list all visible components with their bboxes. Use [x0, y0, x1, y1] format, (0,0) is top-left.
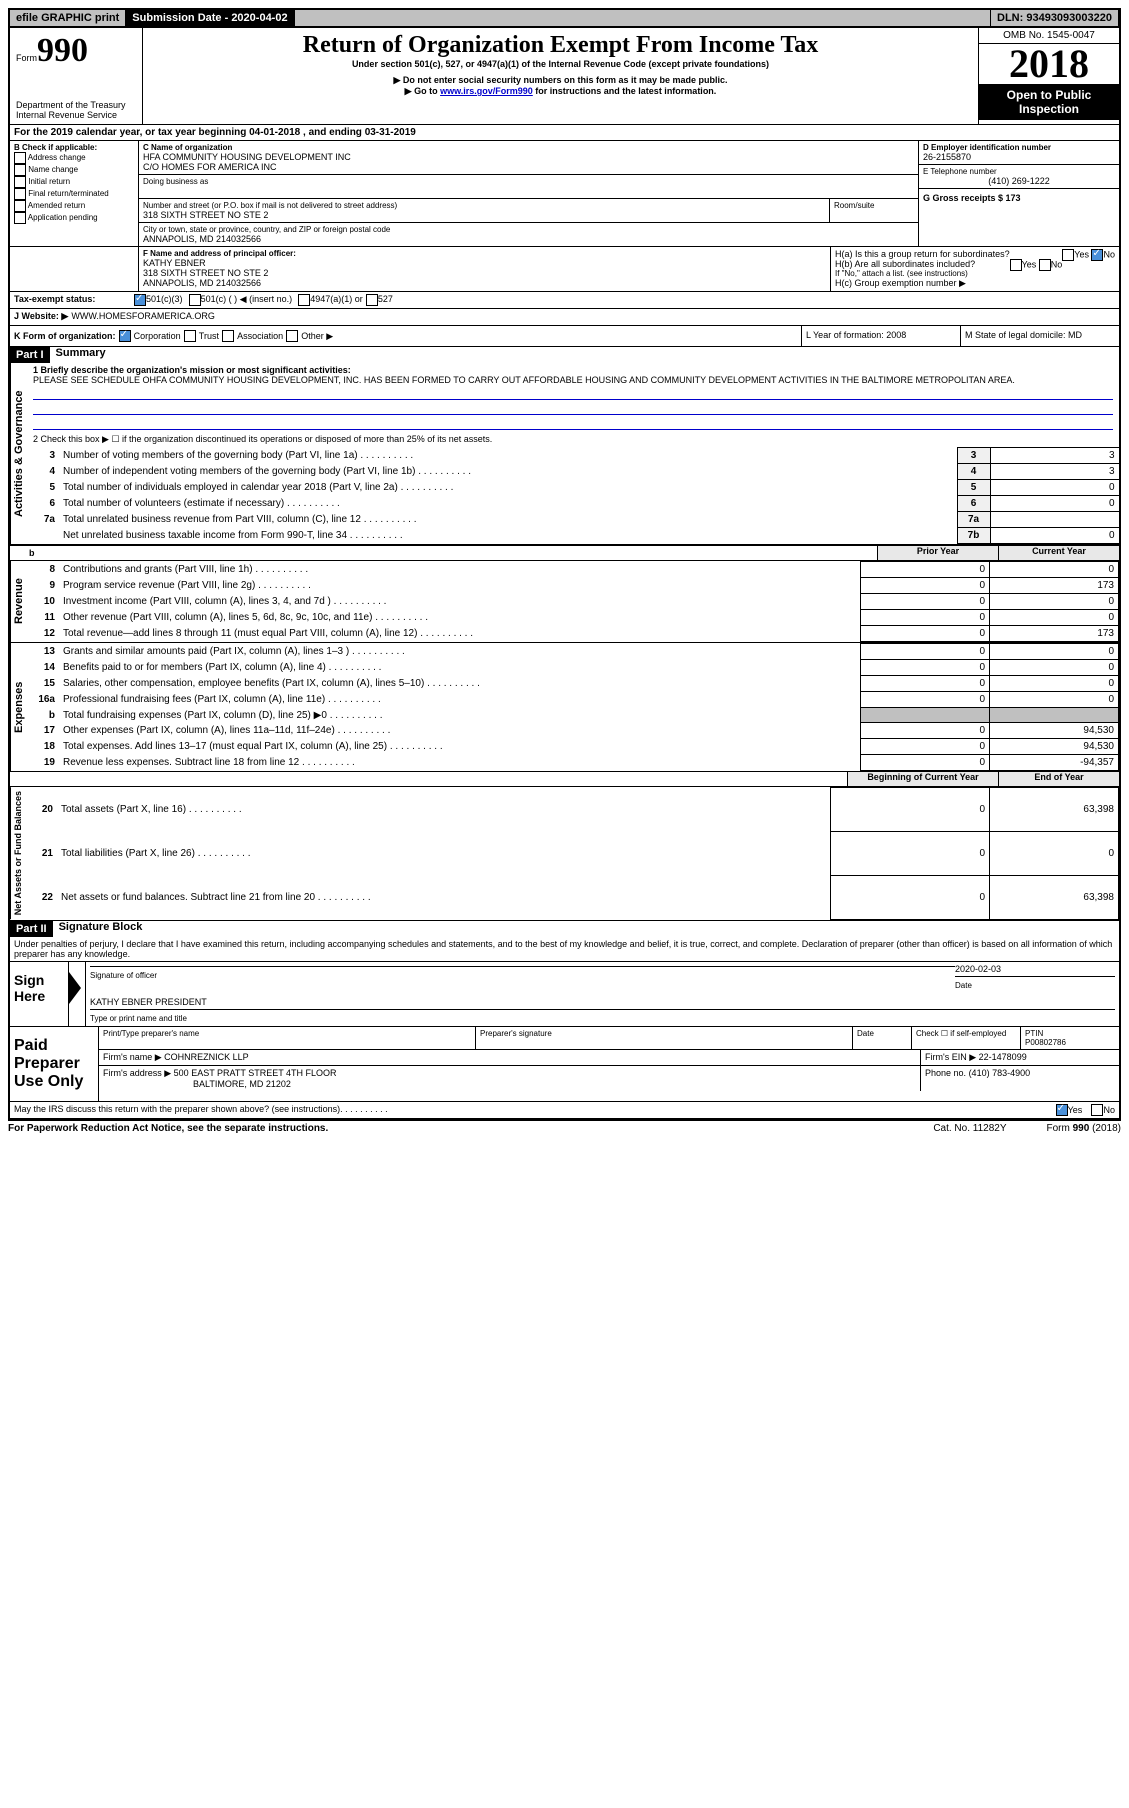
box-c: C Name of organization HFA COMMUNITY HOU…	[139, 141, 919, 246]
table-row: 16a Professional fundraising fees (Part …	[27, 692, 1119, 708]
cat-no: Cat. No. 11282Y	[933, 1123, 1006, 1134]
form-container: efile GRAPHIC print Submission Date - 20…	[8, 8, 1121, 1121]
dln: DLN: 93493093003220	[991, 10, 1119, 26]
perjury-declaration: Under penalties of perjury, I declare th…	[10, 937, 1119, 962]
box-deg: D Employer identification number 26-2155…	[919, 141, 1119, 246]
efile-label: efile GRAPHIC print	[10, 10, 126, 26]
ein: 26-2155870	[923, 152, 1115, 162]
box-i: Tax-exempt status: 501(c)(3) 501(c) ( ) …	[10, 292, 1119, 309]
table-row: 17 Other expenses (Part IX, column (A), …	[27, 723, 1119, 739]
officer-group-row: F Name and address of principal officer:…	[10, 247, 1119, 292]
footer: For Paperwork Reduction Act Notice, see …	[8, 1121, 1121, 1136]
officer-name: KATHY EBNER	[143, 258, 826, 268]
table-row: 10 Investment income (Part VIII, column …	[27, 594, 1119, 610]
telephone: (410) 269-1222	[923, 176, 1115, 186]
table-row: 11 Other revenue (Part VIII, column (A),…	[27, 610, 1119, 626]
table-row: 13 Grants and similar amounts paid (Part…	[27, 644, 1119, 660]
sig-date: 2020-02-03	[955, 964, 1115, 974]
year-formation: L Year of formation: 2008	[802, 326, 961, 346]
box-b: B Check if applicable: Address change Na…	[10, 141, 139, 246]
end-year-header: End of Year	[998, 772, 1119, 786]
table-row: 20 Total assets (Part X, line 16) 0 63,3…	[25, 788, 1119, 832]
form990-link[interactable]: www.irs.gov/Form990	[440, 86, 533, 96]
org-care-of: C/O HOMES FOR AMERICA INC	[143, 162, 914, 172]
sign-here-label: Sign Here	[10, 962, 69, 1026]
expenses-section: Expenses 13 Grants and similar amounts p…	[10, 643, 1119, 772]
irs-label: Internal Revenue Service	[16, 110, 136, 120]
part2-header: Part II	[10, 921, 53, 937]
table-row: 12 Total revenue—add lines 8 through 11 …	[27, 626, 1119, 642]
discuss-row: May the IRS discuss this return with the…	[10, 1102, 1119, 1119]
org-name: HFA COMMUNITY HOUSING DEVELOPMENT INC	[143, 152, 914, 162]
tax-period: For the 2019 calendar year, or tax year …	[10, 125, 1119, 141]
table-row: 21 Total liabilities (Part X, line 26) 0…	[25, 832, 1119, 876]
box-klm: K Form of organization: Corporation Trus…	[10, 326, 1119, 347]
mission-text: PLEASE SEE SCHEDULE OHFA COMMUNITY HOUSI…	[33, 375, 1113, 385]
table-row: 8 Contributions and grants (Part VIII, l…	[27, 562, 1119, 578]
firm-addr1: 500 EAST PRATT STREET 4TH FLOOR	[174, 1068, 337, 1078]
table-row: 6 Total number of volunteers (estimate i…	[27, 496, 1119, 512]
form-subtitle: Under section 501(c), 527, or 4947(a)(1)…	[147, 59, 974, 69]
revenue-section: Revenue 8 Contributions and grants (Part…	[10, 561, 1119, 643]
box-h: H(a) Is this a group return for subordin…	[831, 247, 1119, 291]
firm-ein: 22-1478099	[979, 1052, 1027, 1062]
table-row: 18 Total expenses. Add lines 13–17 (must…	[27, 739, 1119, 755]
year-box: OMB No. 1545-0047 2018 Open to Public In…	[978, 28, 1119, 124]
dept-treasury: Department of the Treasury	[16, 100, 136, 110]
signature-arrow-icon	[69, 972, 81, 1004]
beginning-year-header: Beginning of Current Year	[847, 772, 998, 786]
vert-label-na: Net Assets or Fund Balances	[10, 787, 25, 919]
part1-title: Summary	[50, 347, 106, 363]
activities-governance-section: Activities & Governance 1 Briefly descri…	[10, 363, 1119, 545]
table-row: 5 Total number of individuals employed i…	[27, 480, 1119, 496]
table-row: 3 Number of voting members of the govern…	[27, 448, 1119, 464]
firm-phone: (410) 783-4900	[969, 1068, 1031, 1078]
firm-addr2: BALTIMORE, MD 21202	[193, 1079, 291, 1089]
org-address: 318 SIXTH STREET NO STE 2	[143, 210, 825, 220]
officer-name-title: KATHY EBNER PRESIDENT	[90, 997, 1115, 1007]
part1-header: Part I	[10, 347, 50, 363]
box-f: F Name and address of principal officer:…	[139, 247, 831, 291]
net-assets-section: Net Assets or Fund Balances 20 Total ass…	[10, 787, 1119, 920]
line2-discontinued: 2 Check this box ▶ ☐ if the organization…	[27, 432, 1119, 447]
table-row: 9 Program service revenue (Part VIII, li…	[27, 578, 1119, 594]
table-row: 14 Benefits paid to or for members (Part…	[27, 660, 1119, 676]
table-row: 4 Number of independent voting members o…	[27, 464, 1119, 480]
table-row: 7a Total unrelated business revenue from…	[27, 512, 1119, 528]
table-row: 19 Revenue less expenses. Subtract line …	[27, 755, 1119, 771]
form-number-box: Form990 Department of the Treasury Inter…	[10, 28, 143, 124]
vert-label-exp: Expenses	[10, 643, 27, 771]
vert-label-ag: Activities & Governance	[10, 363, 27, 544]
sign-here-row: Sign Here Signature of officer 2020-02-0…	[10, 962, 1119, 1027]
title-block: Return of Organization Exempt From Incom…	[143, 28, 978, 124]
website: WWW.HOMESFORAMERICA.ORG	[71, 311, 215, 323]
inspection-label: Open to Public Inspection	[979, 84, 1119, 120]
paid-preparer-row: Paid Preparer Use Only Print/Type prepar…	[10, 1027, 1119, 1102]
prior-year-header: Prior Year	[877, 546, 998, 560]
current-year-header: Current Year	[998, 546, 1119, 560]
form-footer: Form 990 (2018)	[1047, 1123, 1121, 1134]
vert-label-rev: Revenue	[10, 561, 27, 642]
header: Form990 Department of the Treasury Inter…	[10, 28, 1119, 125]
ptin: P00802786	[1025, 1038, 1066, 1047]
part2-title: Signature Block	[53, 921, 143, 937]
submission-date: Submission Date - 2020-04-02	[126, 10, 294, 26]
gross-receipts: G Gross receipts $ 173	[919, 189, 1119, 207]
tax-year: 2018	[979, 44, 1119, 84]
table-row: 15 Salaries, other compensation, employe…	[27, 676, 1119, 692]
pra-notice: For Paperwork Reduction Act Notice, see …	[8, 1123, 328, 1134]
firm-name: COHNREZNICK LLP	[164, 1052, 249, 1062]
entity-info-row: B Check if applicable: Address change Na…	[10, 141, 1119, 247]
org-city: ANNAPOLIS, MD 214032566	[143, 234, 914, 244]
state-domicile: M State of legal domicile: MD	[961, 326, 1119, 346]
top-bar: efile GRAPHIC print Submission Date - 20…	[10, 10, 1119, 28]
paid-preparer-label: Paid Preparer Use Only	[10, 1027, 99, 1101]
table-row: Net unrelated business taxable income fr…	[27, 528, 1119, 544]
form-title: Return of Organization Exempt From Incom…	[147, 32, 974, 59]
table-row: 22 Net assets or fund balances. Subtract…	[25, 875, 1119, 919]
box-j: J Website: ▶ WWW.HOMESFORAMERICA.ORG	[10, 309, 1119, 326]
table-row: b Total fundraising expenses (Part IX, c…	[27, 708, 1119, 723]
